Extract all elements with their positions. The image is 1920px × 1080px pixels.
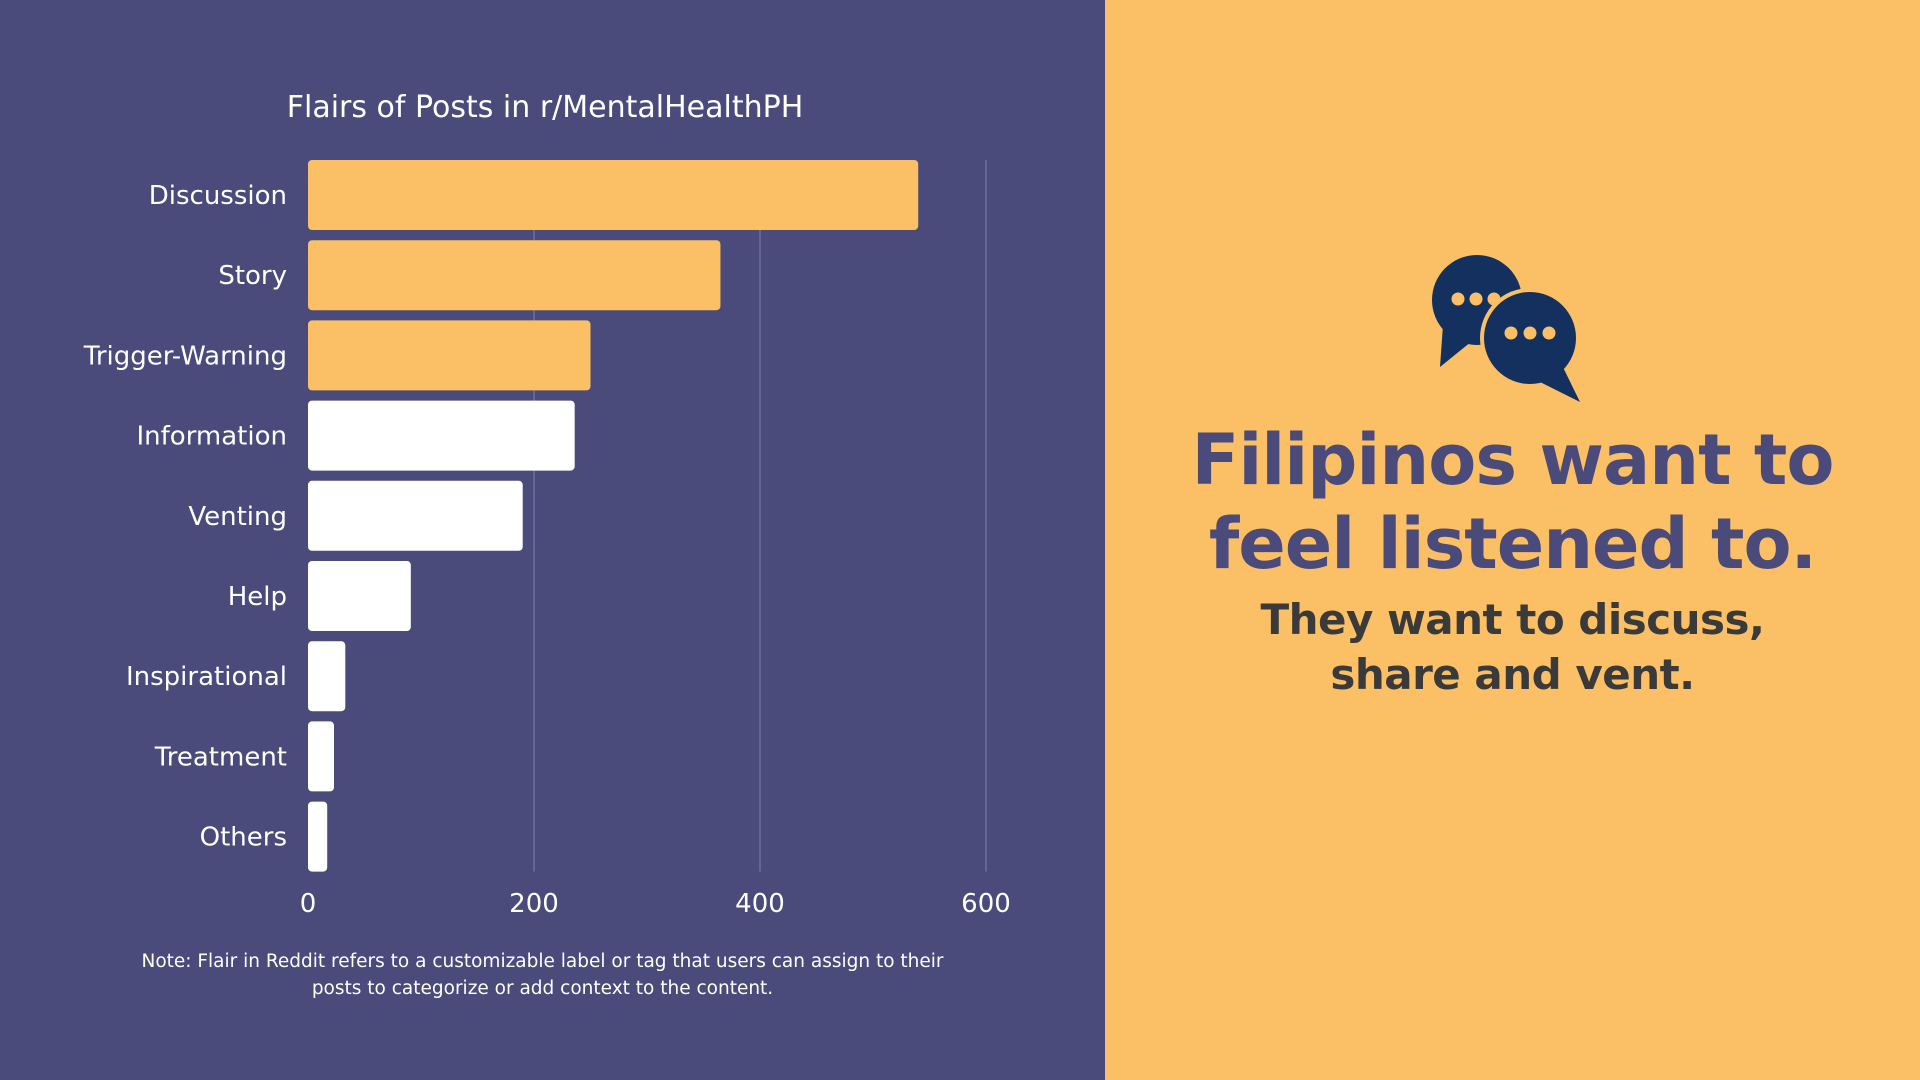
bar-inspirational — [308, 641, 346, 712]
chart-category-labels: Discussion Story Trigger-Warning Informatio… — [83, 181, 287, 853]
subheadline-line-2: share and vent. — [1330, 650, 1695, 699]
bar-trigger-warning — [308, 320, 591, 391]
footnote-line-2: posts to categorize or add context to th… — [311, 978, 774, 999]
x-tick-label-0: 0 — [300, 889, 317, 919]
bar-help — [308, 561, 411, 631]
category-label-story: Story — [218, 261, 287, 291]
category-label-venting: Venting — [188, 502, 287, 532]
category-label-trigger-warning: Trigger-Warning — [83, 341, 287, 371]
headline-line-2: feel listened to. — [1208, 503, 1817, 585]
category-label-treatment: Treatment — [154, 742, 287, 772]
category-label-help: Help — [228, 582, 287, 612]
chart-x-axis: 0 200 400 600 — [300, 889, 1011, 919]
bar-chart: Flairs of Posts in r/MentalHealthPH Disc… — [83, 90, 1011, 919]
footnote: Note: Flair in Reddit refers to a custom… — [120, 948, 965, 1002]
x-tick-label-200: 200 — [509, 889, 559, 919]
x-tick-label-600: 600 — [961, 889, 1011, 919]
headline: Filipinos want to feel listened to. — [1145, 418, 1880, 586]
message-panel — [1105, 0, 1920, 1080]
category-label-others: Others — [200, 823, 287, 853]
footnote-line-1: Note: Flair in Reddit refers to a custom… — [141, 951, 944, 972]
category-label-discussion: Discussion — [149, 181, 287, 211]
bar-venting — [308, 480, 523, 551]
chat-bubbles-icon — [1432, 255, 1584, 405]
bar-discussion — [308, 160, 919, 230]
subheadline-line-1: They want to discuss, — [1260, 595, 1765, 644]
bar-treatment — [308, 721, 334, 792]
x-tick-label-400: 400 — [735, 889, 785, 919]
category-label-inspirational: Inspirational — [126, 662, 287, 692]
headline-line-1: Filipinos want to — [1191, 419, 1835, 501]
chart-title: Flairs of Posts in r/MentalHealthPH — [287, 90, 804, 125]
bar-information — [308, 400, 575, 471]
bar-others — [308, 801, 328, 872]
chart-bars — [308, 160, 919, 872]
bar-story — [308, 240, 721, 311]
subheadline: They want to discuss, share and vent. — [1145, 592, 1880, 702]
category-label-information: Information — [136, 422, 287, 452]
